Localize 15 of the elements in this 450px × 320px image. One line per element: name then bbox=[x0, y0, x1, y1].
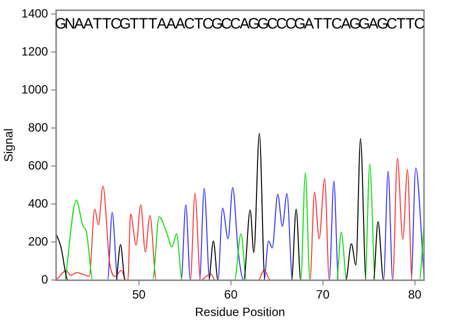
y-tick-label: 1200 bbox=[21, 44, 48, 58]
text: GNAATTCGTTTAAACTCGCCAGGCCCGATTCAGGAGCTTC bbox=[54, 15, 425, 32]
y-tick-label: 600 bbox=[28, 158, 48, 172]
x-axis-title: Residue Position bbox=[195, 305, 286, 320]
y-tick-label: 1400 bbox=[21, 6, 48, 20]
y-axis-title: Signal bbox=[2, 128, 16, 162]
y-tick-label: 1000 bbox=[21, 82, 48, 96]
y-tick-label: 200 bbox=[28, 234, 48, 248]
y-tick-label: 800 bbox=[28, 120, 48, 134]
x-tick-label: 80 bbox=[408, 288, 422, 302]
x-tick-label: 70 bbox=[316, 288, 330, 302]
y-tick-label: 400 bbox=[28, 196, 48, 210]
x-tick-label: 60 bbox=[224, 288, 238, 302]
y-tick-label: 0 bbox=[41, 272, 48, 287]
x-tick-label: 50 bbox=[132, 288, 146, 302]
